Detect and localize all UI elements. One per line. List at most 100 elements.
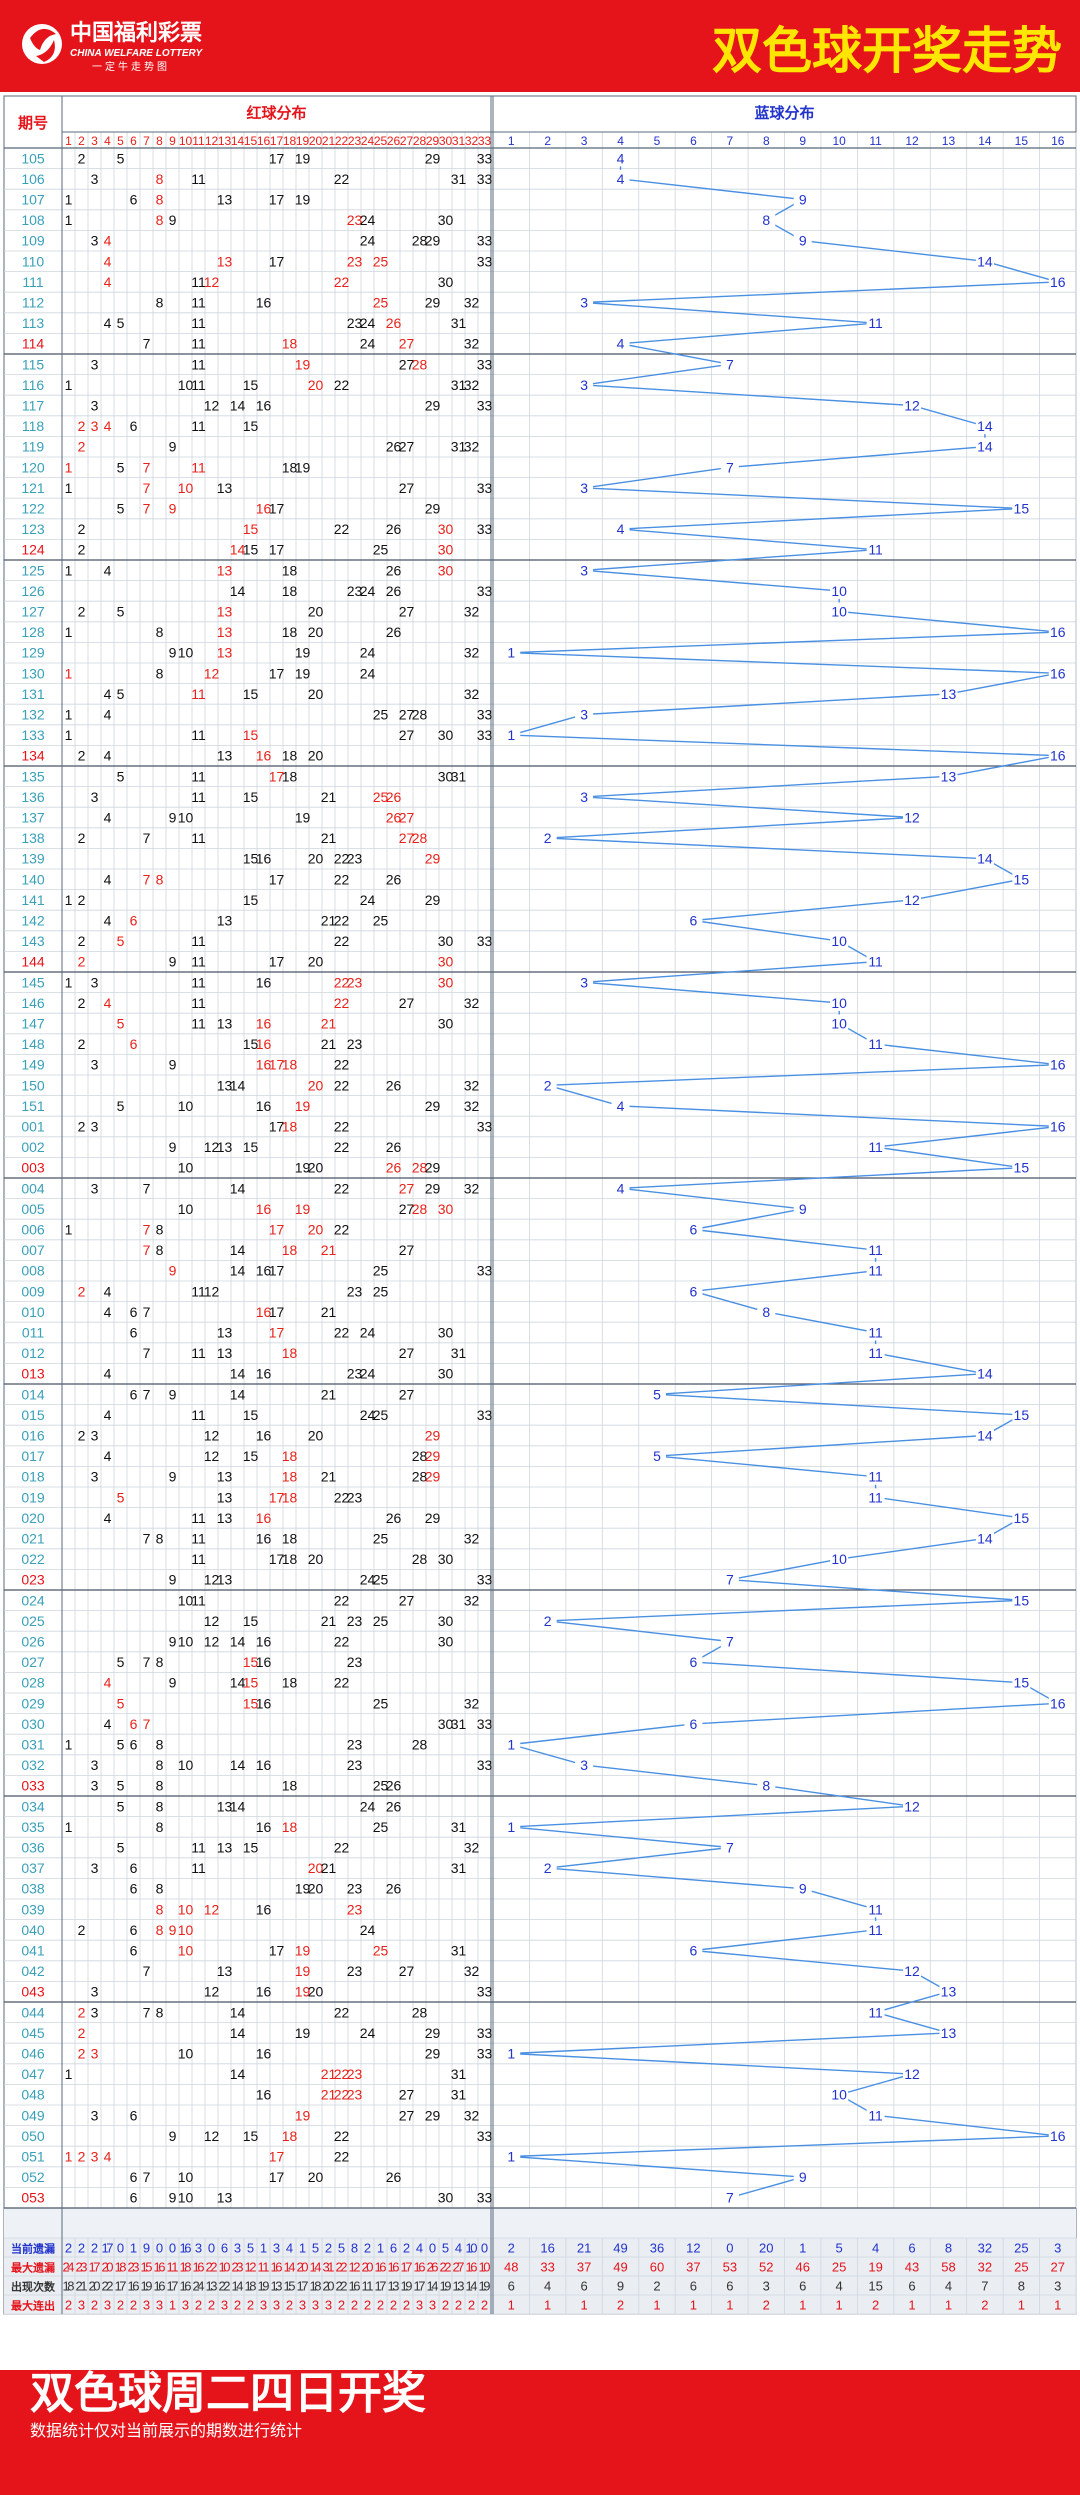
red-ball-number: 16 [256, 974, 272, 990]
red-ball-number: 6 [130, 2190, 138, 2206]
red-ball-number: 10 [178, 1160, 194, 1176]
blue-ball-bg [684, 911, 703, 929]
stats-red-value: 26 [427, 2260, 439, 2275]
red-ball-number: 12 [204, 1901, 220, 1917]
red-ball-number: 27 [399, 2087, 415, 2103]
red-ball-number: 14 [230, 1798, 246, 1814]
stats-red-value: 2 [468, 2298, 475, 2313]
red-column-number: 25 [374, 134, 388, 148]
red-ball-number: 26 [386, 810, 402, 826]
red-ball-number: 16 [256, 2087, 272, 2103]
red-ball-number: 6 [130, 1304, 138, 1320]
red-ball-number: 27 [399, 2107, 415, 2123]
red-ball-number: 1 [65, 192, 73, 208]
blue-ball-bg [611, 169, 630, 187]
red-column-number: 29 [426, 134, 440, 148]
blue-ball-number: 16 [1050, 748, 1066, 764]
blue-ball-bg [575, 561, 594, 579]
stats-red-value: 2 [364, 2298, 371, 2313]
red-ball-number: 18 [282, 748, 298, 764]
issue-number: 126 [21, 583, 45, 599]
stats-blue-value: 3 [1054, 2279, 1061, 2294]
red-ball-number: 22 [334, 913, 350, 929]
stats-blue-value: 8 [1018, 2279, 1025, 2294]
stats-red-value: 17 [297, 2279, 309, 2294]
stats-red-value: 22 [336, 2260, 348, 2275]
stats-red-value: 8 [351, 2241, 358, 2256]
red-ball-number: 18 [282, 459, 298, 475]
red-ball-number: 11 [191, 1551, 206, 1567]
red-ball-number: 2 [78, 1283, 86, 1299]
red-ball-number: 18 [282, 1469, 298, 1485]
red-ball-number: 17 [269, 768, 285, 784]
stats-red-value: 23 [76, 2260, 88, 2275]
red-ball-number: 12 [204, 1572, 220, 1588]
issue-number: 040 [21, 1922, 45, 1938]
red-ball-number: 8 [156, 212, 164, 228]
red-ball-number: 20 [308, 1984, 324, 2000]
stats-blue-value: 1 [1054, 2298, 1061, 2313]
stats-blue-value: 6 [908, 2279, 915, 2294]
stats-red-value: 4 [416, 2241, 423, 2256]
blue-ball-number: 4 [617, 1098, 625, 1114]
red-ball-number: 10 [178, 645, 194, 661]
issue-number: 016 [21, 1428, 45, 1444]
red-ball-number: 4 [104, 1675, 112, 1691]
stats-red-value: 2 [403, 2241, 410, 2256]
red-ball-number: 32 [464, 1695, 480, 1711]
red-ball-number: 4 [104, 1716, 112, 1732]
red-ball-number: 15 [243, 1448, 259, 1464]
stats-red-value: 6 [390, 2241, 397, 2256]
stats-red-value: 5 [338, 2241, 345, 2256]
stats-blue-value: 1 [544, 2298, 551, 2313]
red-ball-number: 27 [399, 995, 415, 1011]
red-ball-number: 16 [256, 1366, 272, 1382]
stats-blue-value: 1 [836, 2298, 843, 2313]
red-ball-number: 9 [169, 1675, 177, 1691]
red-ball-number: 29 [425, 892, 441, 908]
red-ball-number: 16 [256, 1428, 272, 1444]
blue-ball-bg [538, 1611, 557, 1629]
red-ball-number: 10 [178, 2169, 194, 2185]
red-ball-number: 17 [269, 1489, 285, 1505]
red-ball-number: 23 [347, 315, 363, 331]
red-ball-number: 29 [425, 1469, 441, 1485]
red-ball-number: 22 [334, 2087, 350, 2103]
red-ball-number: 22 [334, 851, 350, 867]
red-ball-number: 9 [169, 1922, 177, 1938]
red-ball-number: 7 [143, 871, 151, 887]
blue-ball-number: 2 [544, 830, 552, 846]
red-ball-number: 32 [464, 686, 480, 702]
red-ball-number: 33 [477, 521, 493, 537]
blue-ball-bg [611, 1096, 630, 1114]
red-ball-number: 2 [78, 1428, 86, 1444]
red-ball-number: 7 [143, 1963, 151, 1979]
red-ball-number: 28 [412, 1201, 428, 1217]
blue-ball-bg [684, 1653, 703, 1671]
issue-number: 109 [21, 233, 45, 249]
red-ball-number: 4 [104, 233, 112, 249]
red-ball-number: 6 [130, 1943, 138, 1959]
footer-banner [0, 2370, 1080, 2495]
red-ball-number: 17 [269, 1057, 285, 1073]
red-ball-number: 22 [334, 1634, 350, 1650]
red-ball-number: 15 [243, 1654, 259, 1670]
red-ball-number: 1 [65, 727, 73, 743]
stats-red-value: 0 [208, 2241, 215, 2256]
issue-number: 049 [21, 2107, 45, 2123]
blue-ball-bg [502, 1735, 521, 1753]
red-ball-number: 25 [373, 913, 389, 929]
red-ball-number: 25 [373, 1943, 389, 1959]
blue-ball-bg [720, 1570, 739, 1588]
red-ball-number: 13 [217, 562, 233, 578]
stats-red-value: 13 [388, 2279, 400, 2294]
red-ball-number: 29 [425, 398, 441, 414]
stats-red-value: 3 [416, 2298, 423, 2313]
blue-ball-bg [1012, 870, 1031, 888]
red-ball-number: 18 [282, 1057, 298, 1073]
red-ball-number: 23 [347, 1036, 363, 1052]
red-ball-number: 6 [130, 1881, 138, 1897]
red-ball-number: 1 [65, 1222, 73, 1238]
red-ball-number: 7 [143, 1304, 151, 1320]
red-ball-number: 23 [347, 1489, 363, 1505]
